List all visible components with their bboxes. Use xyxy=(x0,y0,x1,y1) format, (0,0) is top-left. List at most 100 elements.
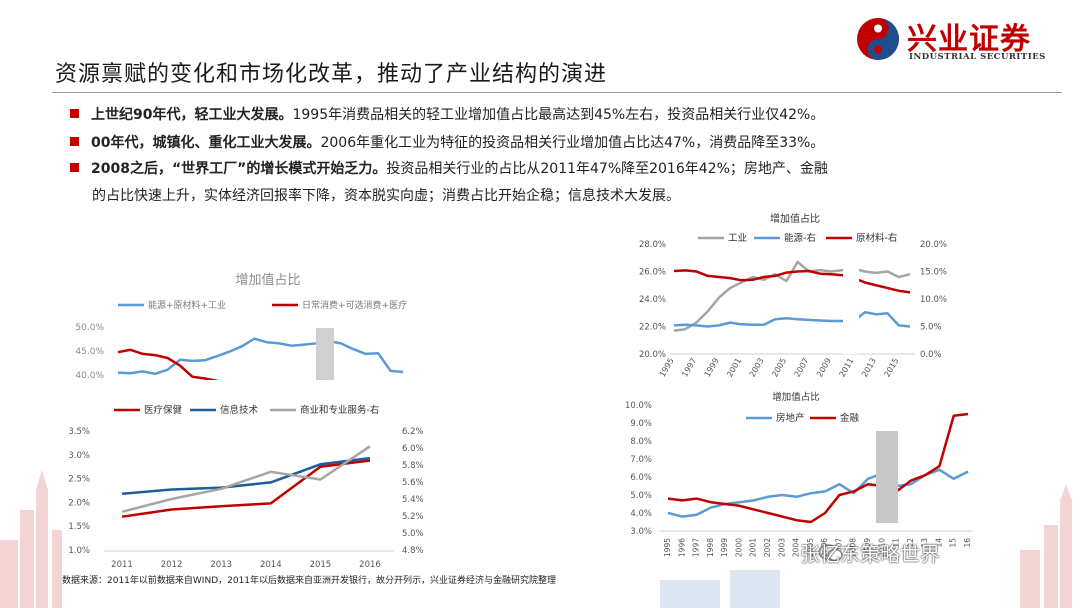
logo-mark-icon xyxy=(857,18,899,60)
chart-b-ytick-left: 1.5% xyxy=(68,522,90,532)
chart-a-divider-bar xyxy=(316,328,334,380)
chart-c-ytick-left: 20.0% xyxy=(639,350,666,360)
chart-b-xtick: 2016 xyxy=(359,560,381,570)
chart-d-xtick: 1995 xyxy=(663,538,672,557)
chart-b-series-line-2 xyxy=(121,456,371,496)
chart-b-legend-label-2: 信息技术 xyxy=(220,404,259,416)
chart-b-xtick: 2012 xyxy=(161,560,183,570)
chart-c-xtick: 2001 xyxy=(725,357,743,379)
chart-a: 增加值占比 能源+原材料+工业 日常消费+可选消费+医疗 50.0% 45.0%… xyxy=(75,272,407,380)
chart-b-xtick: 2013 xyxy=(210,560,232,570)
chart-c-xtick: 2015 xyxy=(883,357,901,379)
chart-d-ytick: 8.0% xyxy=(630,437,652,447)
brand-name: 兴业证券 xyxy=(907,22,1031,57)
chart-d-xtick: 15 xyxy=(949,538,958,548)
chart-a-legend-label-1: 能源+原材料+工业 xyxy=(148,299,226,311)
chart-a-series-line-2 xyxy=(117,348,219,380)
chart-d-series-line-1 xyxy=(667,468,969,518)
chart-c-ytick-left: 26.0% xyxy=(639,268,666,278)
chart-b-ytick-right: 5.4% xyxy=(402,495,424,505)
chart-a-title: 增加值占比 xyxy=(235,272,300,288)
chart-b-ytick-right: 5.8% xyxy=(402,461,424,471)
chart-c-xtick: 2009 xyxy=(815,357,833,379)
bullet-3-line-2: 的占比快速上升，实体经济回报率下降，资本脱实向虚；消费占比开始企稳；信息技术大发… xyxy=(92,188,680,204)
chart-c-xtick: 2003 xyxy=(748,357,766,379)
chart-d-xtick: 2006 xyxy=(820,538,829,557)
chart-d: 增加值占比 房地产 金融 10.0% 9.0% 8.0% 7.0% 6.0% 5.0% 4.… xyxy=(625,391,972,557)
chart-b-ytick-left: 3.0% xyxy=(68,451,90,461)
chart-c-xtick: 2007 xyxy=(793,357,811,379)
chart-d-xtick: 2004 xyxy=(792,538,801,557)
chart-c-divider-bar xyxy=(843,262,859,354)
chart-d-ytick: 10.0% xyxy=(625,401,652,411)
chart-d-xtick: 2002 xyxy=(763,538,772,557)
chart-c-xtick: 1999 xyxy=(703,357,721,379)
chart-b-ytick-right: 5.6% xyxy=(402,478,424,488)
bullet-3-bold: 2008之后，“世界工厂”的增长模式开始乏力。 xyxy=(91,161,387,177)
chart-c-title: 增加值占比 xyxy=(770,212,820,225)
chart-b-ytick-right: 4.8% xyxy=(402,546,424,556)
chart-b-ytick-left: 1.0% xyxy=(68,546,90,556)
chart-c-ytick-left: 28.0% xyxy=(639,240,666,250)
chart-b-series-line-3 xyxy=(121,445,371,514)
bullet-square-icon xyxy=(70,109,79,118)
chart-d-divider-bar xyxy=(876,431,898,523)
chart-d-xtick: 1997 xyxy=(692,538,701,557)
chart-a-ytick: 40.0% xyxy=(75,371,104,380)
chart-d-xtick: 2001 xyxy=(749,538,758,557)
chart-d-xtick: 11 xyxy=(892,538,901,548)
chart-d-xtick: 2000 xyxy=(734,538,743,557)
chart-d-xtick: 2005 xyxy=(806,538,815,557)
chart-d-ytick: 3.0% xyxy=(630,527,652,537)
chart-c-ytick-right: 15.0% xyxy=(920,268,947,278)
title-divider xyxy=(52,92,1062,93)
chart-d-xtick: 1999 xyxy=(720,538,729,557)
chart-c: 增加值占比 工业 能源-右 原材料-右 28.0% 26.0% 24.0% 22.0%… xyxy=(639,212,947,379)
bullet-2-bold: 00年代，城镇化、重化工业大发展。 xyxy=(91,135,321,151)
chart-c-xtick: 2013 xyxy=(860,357,878,379)
chart-d-xtick: 2003 xyxy=(777,538,786,557)
chart-c-ytick-right: 20.0% xyxy=(920,240,947,250)
chart-a-ytick: 50.0% xyxy=(75,323,104,333)
bullet-2: 00年代，城镇化、重化工业大发展。2006年重化工业为特征的投资品相关行业增加值… xyxy=(70,131,824,155)
chart-d-title: 增加值占比 xyxy=(772,391,820,403)
chart-a-series-line-1 xyxy=(117,337,404,376)
chart-b-legend-label-1: 医疗保健 xyxy=(144,404,183,416)
chart-c-ytick-left: 22.0% xyxy=(639,323,666,333)
chart-c-series-line-3 xyxy=(673,269,911,294)
bullet-3: 2008之后，“世界工厂”的增长模式开始乏力。投资品相关行业的占比从2011年4… xyxy=(70,157,828,181)
chart-d-legend-label-1: 房地产 xyxy=(776,412,805,424)
chart-d-ytick: 7.0% xyxy=(630,455,652,465)
bullet-2-text: 2006年重化工业为特征的投资品相关行业增加值占比达47%，消费品降至33%。 xyxy=(320,135,825,151)
chart-b-ytick-right: 5.2% xyxy=(402,512,424,522)
chart-c-legend-label-3: 原材料-右 xyxy=(856,232,897,244)
chart-d-xtick: 13 xyxy=(920,538,929,548)
wechat-icon xyxy=(818,544,843,562)
chart-b-ytick-left: 2.5% xyxy=(68,475,90,485)
chart-c-xtick: 2011 xyxy=(838,357,856,379)
chart-d-xtick: 1996 xyxy=(677,538,686,557)
source-note: 数据来源：2011年以前数据来自WIND，2011年以后数据来自亚洲开发银行，故… xyxy=(62,576,557,586)
chart-d-xtick: 2009 xyxy=(863,538,872,557)
chart-d-xtick: 2008 xyxy=(849,538,858,557)
chart-b-ytick-right: 5.0% xyxy=(402,529,424,539)
bullet-square-icon xyxy=(70,163,79,172)
chart-a-legend-label-2: 日常消费+可选消费+医疗 xyxy=(302,299,407,311)
chart-d-xtick: 1998 xyxy=(706,538,715,557)
bullet-1-text: 1995年消费品相关的轻工业增加值占比最高达到45%左右，投资品相关行业仅42%… xyxy=(292,107,825,123)
chart-b-xtick: 2014 xyxy=(260,560,282,570)
chart-d-xtick: 16 xyxy=(963,538,972,548)
brand-subtitle: INDUSTRIAL SECURITIES xyxy=(909,52,1046,62)
chart-d-ytick: 5.0% xyxy=(630,491,652,501)
chart-d-legend-label-2: 金融 xyxy=(840,412,860,424)
chart-b-legend-label-3: 商业和专业服务-右 xyxy=(300,404,379,416)
bullet-square-icon xyxy=(70,137,79,146)
chart-b-ytick-right: 6.2% xyxy=(402,427,424,437)
chart-d-xtick: 14 xyxy=(934,538,943,548)
chart-c-ytick-right: 10.0% xyxy=(920,295,947,305)
bullet-1-bold: 上世纪90年代，轻工业大发展。 xyxy=(91,107,293,123)
chart-c-ytick-left: 24.0% xyxy=(639,295,666,305)
chart-d-xtick: 2010 xyxy=(877,538,886,557)
chart-c-ytick-right: 5.0% xyxy=(920,323,942,333)
chart-b-xtick: 2011 xyxy=(111,560,133,570)
